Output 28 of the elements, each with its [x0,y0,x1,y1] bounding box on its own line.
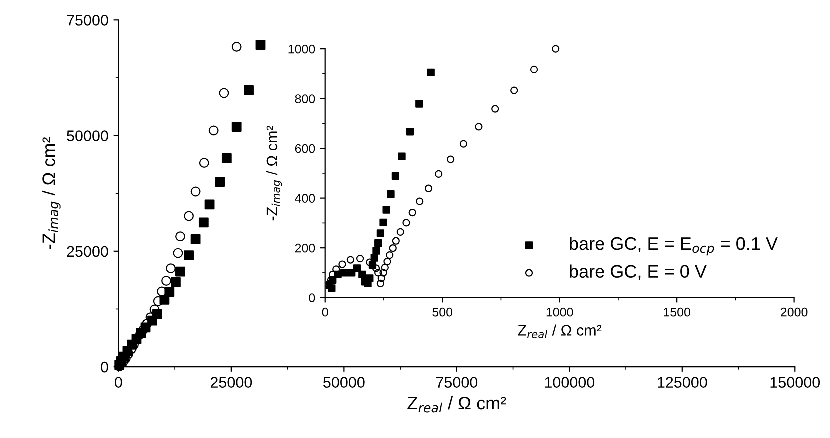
legend-label: bare GC, E = 0 V [570,264,707,280]
x-tick-label: 0 [322,308,328,317]
legend-label: bare GC, E = E$_{ocp}$ = 0.1 V [570,236,778,256]
x-tick-label: 100000 [545,377,595,388]
y-tick-label: 400 [295,194,316,203]
x-tick-label: 50000 [324,377,365,388]
y-tick-label: 75000 [67,15,108,26]
y-tick-label: 1000 [288,44,316,54]
y-tick-label: 25000 [67,246,108,258]
x-tick-label: 25000 [210,377,252,388]
y-tick-label: 0 [309,294,316,302]
x-tick-label: 2000 [781,308,808,317]
y-tick-label: 800 [295,94,316,104]
y-axis-title: -Z$_{imag}$ / Ω cm² [42,138,61,250]
x-axis-title: Z$_{real}$ / Ω cm² [518,324,602,338]
x-axis-title: Z$_{real}$ / Ω cm² [408,396,506,413]
y-tick-label: 0 [101,362,108,373]
x-tick-label: 125000 [658,377,708,388]
x-tick-label: 1500 [664,308,690,317]
x-tick-label: 150000 [770,377,820,388]
x-tick-label: 75000 [436,377,478,388]
x-tick-label: 0 [115,377,122,388]
y-axis-title: -Z$_{imag}$ / Ω cm² [266,126,282,221]
y-tick-label: 200 [295,244,316,253]
y-tick-label: 600 [295,144,316,154]
x-tick-label: 500 [432,308,453,317]
y-tick-label: 50000 [67,130,108,142]
x-tick-label: 1000 [546,308,574,317]
